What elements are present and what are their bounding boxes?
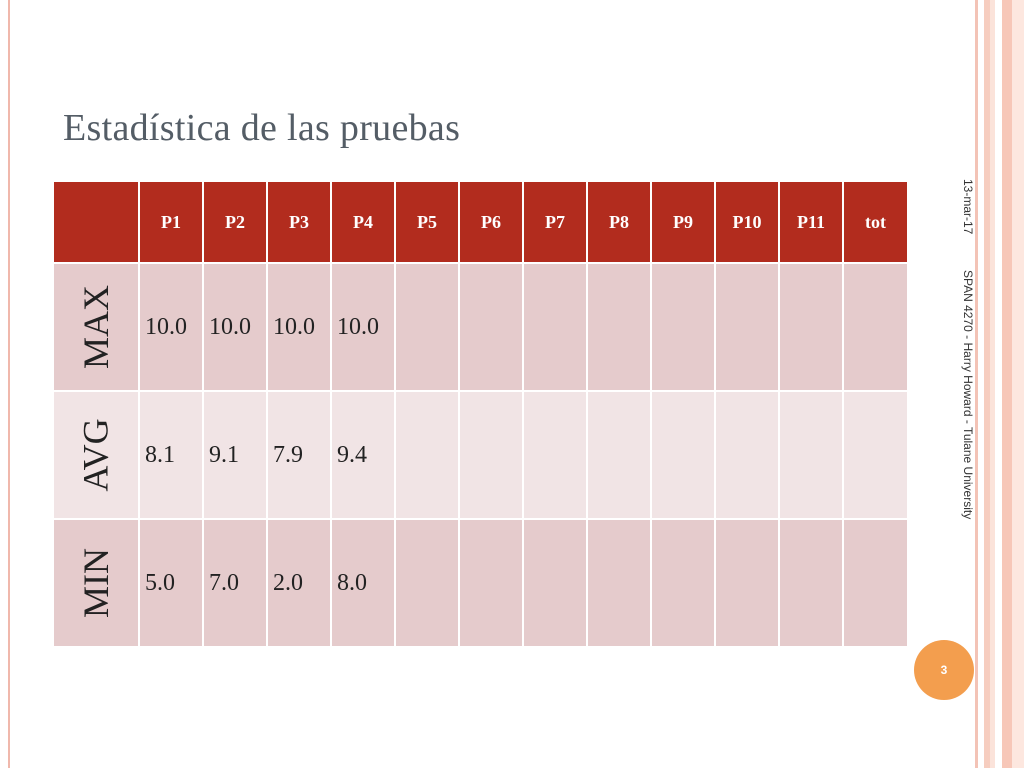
row-header: MIN <box>51 518 141 648</box>
table-cell <box>714 518 781 648</box>
table-cell: 9.1 <box>202 390 269 520</box>
row-label: MAX <box>76 284 117 370</box>
table-cell <box>586 518 653 648</box>
decorative-stripe <box>1002 0 1012 768</box>
table-cell <box>458 390 525 520</box>
table-cell <box>778 262 845 392</box>
column-header: P7 <box>522 180 589 264</box>
decorative-stripe <box>975 0 978 768</box>
column-header: tot <box>842 180 910 264</box>
column-header: P3 <box>266 180 333 264</box>
table-row-avg: AVG 8.1 9.1 7.9 9.4 <box>51 390 910 520</box>
table-cell: 10.0 <box>202 262 269 392</box>
header-row: P1 P2 P3 P4 P5 P6 P7 P8 P9 P10 P11 tot <box>51 180 910 264</box>
table-cell <box>522 518 589 648</box>
column-header: P9 <box>650 180 717 264</box>
row-header: AVG <box>51 390 141 520</box>
table-cell <box>522 390 589 520</box>
slide-footer: SPAN 4270 - Harry Howard - Tulane Univer… <box>961 270 975 520</box>
table-cell <box>650 518 717 648</box>
column-header: P8 <box>586 180 653 264</box>
table-cell <box>650 390 717 520</box>
column-header: P1 <box>138 180 205 264</box>
row-label: AVG <box>76 418 117 492</box>
column-header: P4 <box>330 180 397 264</box>
table-cell: 5.0 <box>138 518 205 648</box>
table-cell <box>394 518 461 648</box>
corner-cell <box>51 180 141 264</box>
decorative-stripe <box>1012 0 1024 768</box>
decorative-stripe <box>990 0 995 768</box>
row-header: MAX <box>51 262 141 392</box>
table-cell <box>586 262 653 392</box>
slide-title: Estadística de las pruebas <box>63 107 461 149</box>
table-row-max: MAX 10.0 10.0 10.0 10.0 <box>51 262 910 392</box>
table-cell: 7.9 <box>266 390 333 520</box>
table-cell: 8.1 <box>138 390 205 520</box>
table-cell <box>714 262 781 392</box>
table-cell <box>394 390 461 520</box>
slide-number-badge: 3 <box>914 640 974 700</box>
left-border-line <box>8 0 10 768</box>
table-cell <box>778 390 845 520</box>
table-cell: 7.0 <box>202 518 269 648</box>
column-header: P10 <box>714 180 781 264</box>
column-header: P5 <box>394 180 461 264</box>
table-cell <box>842 518 910 648</box>
table-cell <box>522 262 589 392</box>
table-cell: 10.0 <box>330 262 397 392</box>
table-cell <box>586 390 653 520</box>
column-header: P11 <box>778 180 845 264</box>
row-label: MIN <box>76 548 116 618</box>
table-cell <box>714 390 781 520</box>
stats-table: P1 P2 P3 P4 P5 P6 P7 P8 P9 P10 P11 tot M… <box>51 180 910 648</box>
table-row-min: MIN 5.0 7.0 2.0 8.0 <box>51 518 910 648</box>
table-cell: 8.0 <box>330 518 397 648</box>
stats-table-container: P1 P2 P3 P4 P5 P6 P7 P8 P9 P10 P11 tot M… <box>51 180 910 648</box>
table-cell <box>842 390 910 520</box>
table-cell <box>458 518 525 648</box>
table-cell <box>394 262 461 392</box>
column-header: P6 <box>458 180 525 264</box>
column-header: P2 <box>202 180 269 264</box>
table-cell: 10.0 <box>138 262 205 392</box>
decorative-stripe <box>984 0 990 768</box>
slide-date: 13-mar-17 <box>961 179 975 235</box>
table-cell <box>778 518 845 648</box>
table-cell: 2.0 <box>266 518 333 648</box>
table-cell <box>458 262 525 392</box>
table-cell: 10.0 <box>266 262 333 392</box>
table-cell <box>842 262 910 392</box>
table-cell <box>650 262 717 392</box>
table-cell: 9.4 <box>330 390 397 520</box>
